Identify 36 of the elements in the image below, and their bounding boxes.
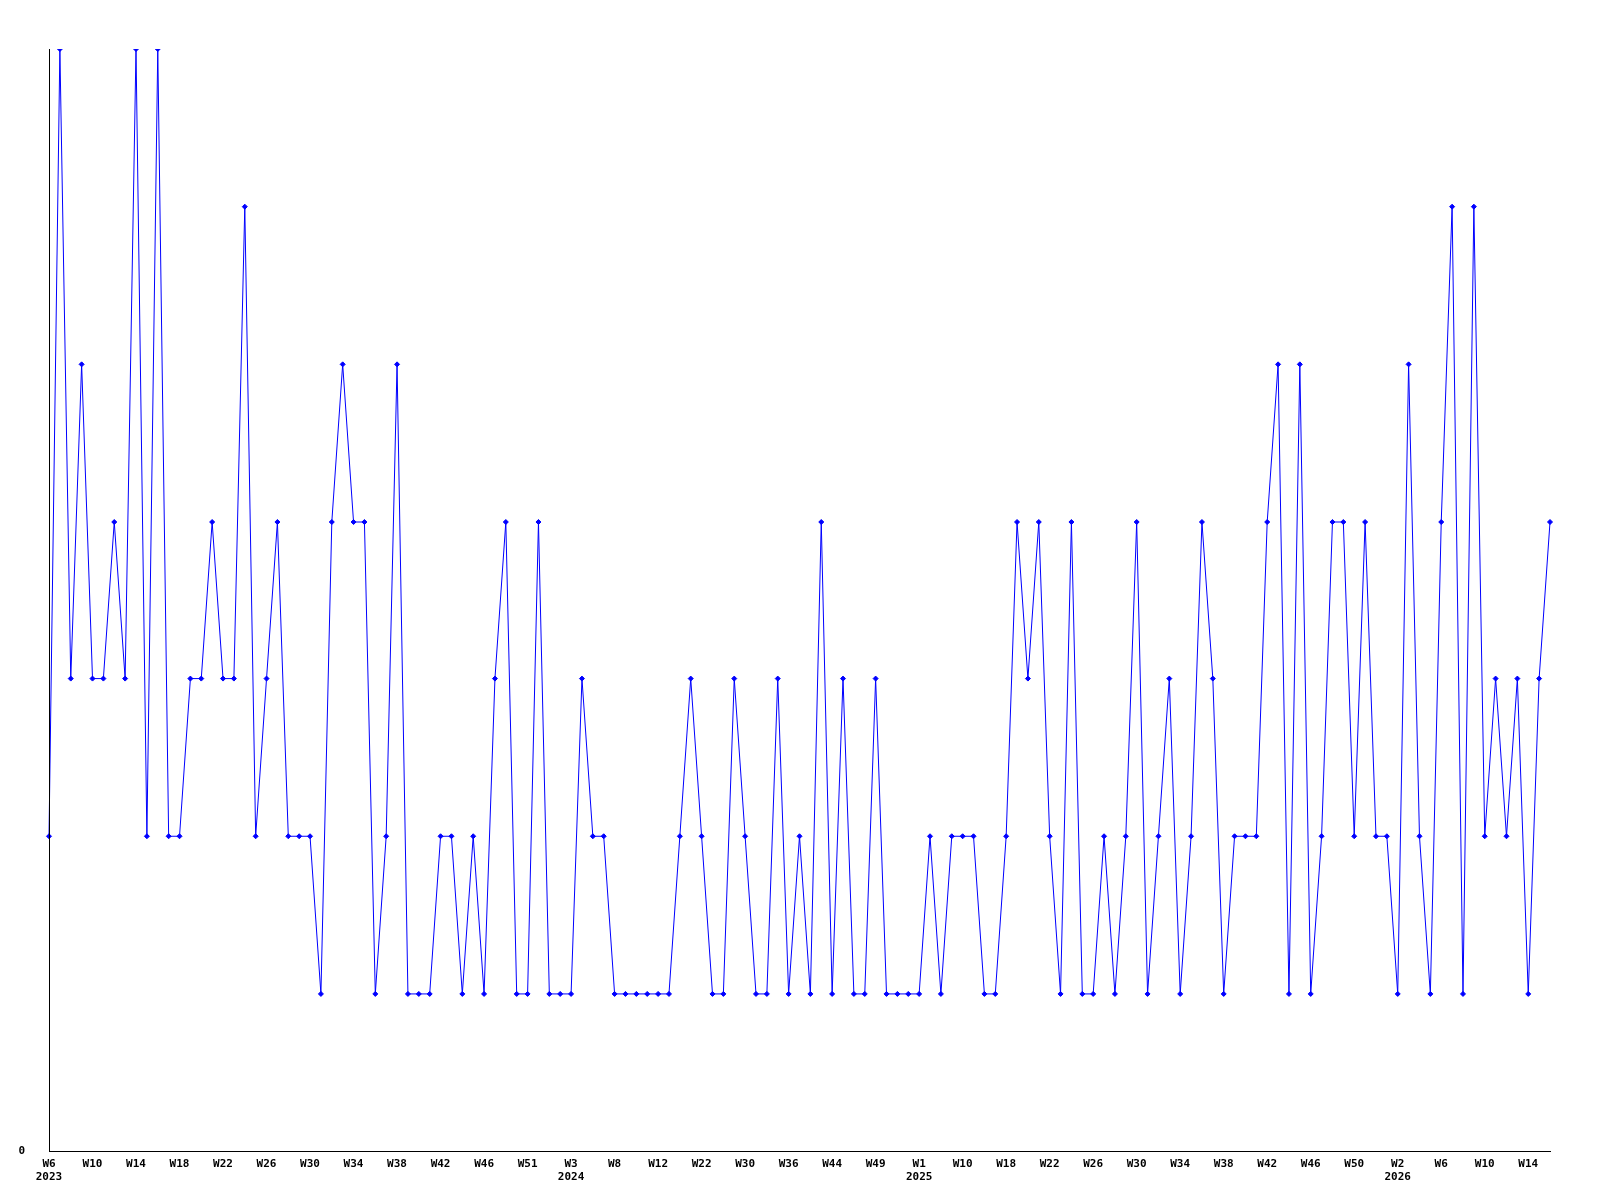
x-tick-label: W2 2026 <box>1384 1157 1412 1184</box>
x-tick-label: W49 <box>865 1157 886 1171</box>
x-tick-label: W38 <box>387 1157 407 1171</box>
x-tick-label: W34 <box>343 1157 364 1171</box>
x-tick-label: W22 <box>691 1157 712 1171</box>
x-tick-label: W50 <box>1344 1157 1365 1171</box>
x-tick-label: W10 <box>952 1157 973 1171</box>
x-tick-label: W46 <box>474 1157 495 1171</box>
x-tick-label: W34 <box>1170 1157 1191 1171</box>
x-tick-label: W42 <box>430 1157 451 1171</box>
x-tick-label: W30 <box>300 1157 320 1171</box>
x-tick-label: W44 <box>822 1157 843 1171</box>
x-tick-label: W18 <box>169 1157 190 1171</box>
x-tick-label: W14 <box>1518 1157 1539 1171</box>
x-tick-label: W6 <box>1434 1157 1449 1171</box>
x-tick-label: W10 <box>1474 1157 1495 1171</box>
x-tick-label: W10 <box>82 1157 103 1171</box>
x-tick-label: W36 <box>778 1157 799 1171</box>
x-tick-label: W22 <box>213 1157 233 1171</box>
text: 0 <box>18 1144 25 1158</box>
x-tick-label: W8 <box>607 1157 622 1171</box>
x-tick-label: W12 <box>648 1157 669 1171</box>
x-tick-label: W26 <box>256 1157 277 1171</box>
x-tick-label: W22 <box>1039 1157 1060 1171</box>
x-tick-label: W14 <box>126 1157 147 1171</box>
x-tick-label: W1 2025 <box>905 1157 933 1184</box>
x-tick-label: W6 2023 <box>35 1157 63 1184</box>
x-tick-label: W46 <box>1300 1157 1322 1171</box>
x-tick-label: W30 <box>735 1157 756 1171</box>
x-tick-label: W3 2024 <box>557 1157 585 1184</box>
x-tick-label: W30 <box>1126 1157 1147 1171</box>
x-tick-label: W51 <box>517 1157 538 1171</box>
x-tick-label: W18 <box>996 1157 1017 1171</box>
x-tick-label: W38 <box>1213 1157 1234 1171</box>
x-tick-label: W42 <box>1257 1157 1278 1171</box>
x-tick-label: W26 <box>1083 1157 1104 1171</box>
